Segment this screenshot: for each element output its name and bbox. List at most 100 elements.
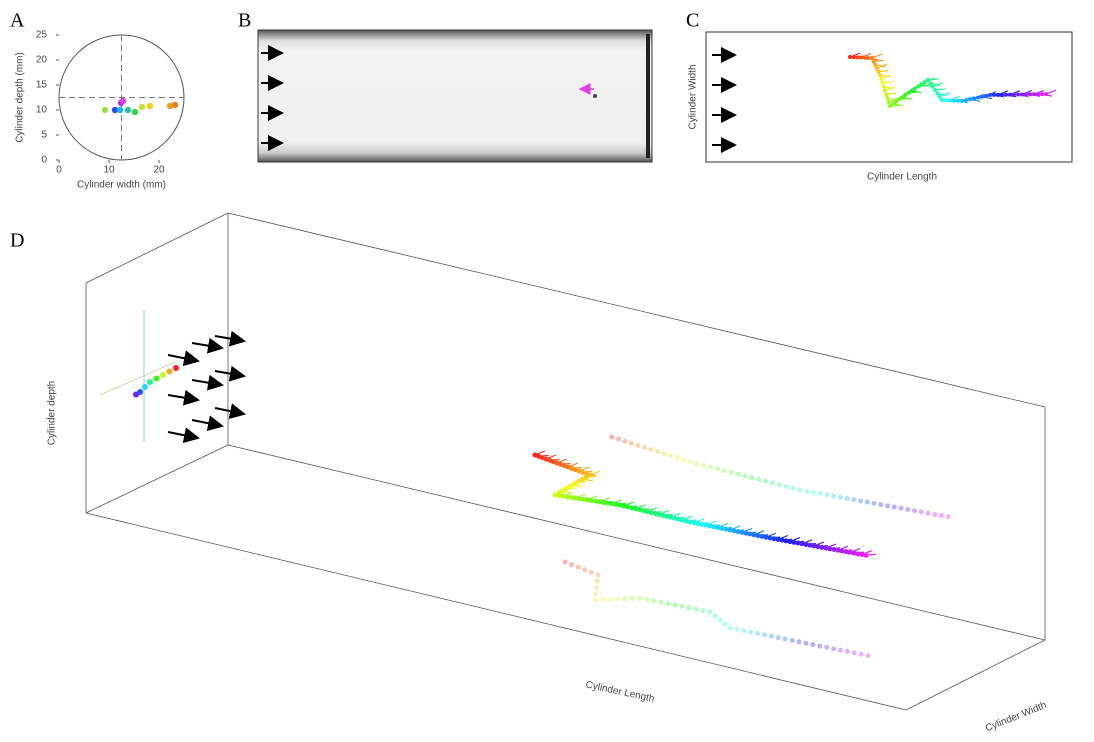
track-point xyxy=(968,97,972,102)
track-point xyxy=(952,98,956,103)
track-point xyxy=(824,644,830,650)
track-point xyxy=(582,567,588,573)
track-point xyxy=(671,515,677,521)
track-point xyxy=(568,495,574,500)
track-point xyxy=(807,542,813,548)
track-point xyxy=(719,525,725,531)
point xyxy=(131,108,139,116)
track-point xyxy=(701,463,707,468)
axis-label: Cylinder Length xyxy=(585,679,656,704)
track-point xyxy=(935,91,940,96)
track-point xyxy=(755,631,761,637)
track-point xyxy=(564,494,570,500)
x-tick-label: 20 xyxy=(153,165,165,176)
x-tick-label: 0 xyxy=(56,165,62,176)
track-point xyxy=(173,365,179,371)
point xyxy=(138,103,146,111)
track-point xyxy=(687,459,693,465)
track-point xyxy=(1020,92,1024,97)
track-point xyxy=(871,500,877,506)
track-point xyxy=(835,547,841,553)
track-point xyxy=(827,546,833,552)
track-point xyxy=(658,599,664,605)
point xyxy=(166,102,174,110)
track-point xyxy=(843,549,849,555)
track-point xyxy=(651,598,657,604)
track-point xyxy=(597,499,603,505)
track-point xyxy=(630,595,635,601)
track-point xyxy=(897,97,901,102)
track-point xyxy=(779,537,785,543)
point xyxy=(124,106,132,114)
track-point xyxy=(1004,92,1008,97)
track-point xyxy=(960,99,964,103)
track-point xyxy=(153,375,160,382)
track-point xyxy=(870,56,874,60)
track-point xyxy=(964,98,968,103)
track-point xyxy=(880,80,885,85)
track-point xyxy=(1040,92,1044,97)
track-point xyxy=(851,650,857,656)
track-point xyxy=(748,629,754,635)
track-point xyxy=(589,498,595,504)
track-point xyxy=(878,502,884,508)
panel-label: B xyxy=(238,10,251,32)
track-point xyxy=(782,636,788,642)
track-point xyxy=(768,633,774,639)
track-point xyxy=(891,504,897,510)
track-point xyxy=(585,497,590,503)
top-view-panel xyxy=(705,31,1073,163)
track-point xyxy=(884,92,889,97)
y-tick-label: 25 xyxy=(36,30,48,41)
track-point xyxy=(787,539,793,545)
track-point xyxy=(945,514,951,520)
track-point xyxy=(864,499,870,505)
track-point xyxy=(756,477,762,482)
track-point xyxy=(804,488,810,494)
track-point xyxy=(862,55,867,60)
track-point xyxy=(900,95,904,100)
track-point xyxy=(749,475,755,481)
track-point xyxy=(552,492,558,498)
track-point xyxy=(727,527,733,533)
track-point xyxy=(881,84,886,89)
track-point xyxy=(925,510,931,516)
track-point xyxy=(799,541,805,547)
track-point xyxy=(770,480,775,486)
track-point xyxy=(912,508,918,514)
track-point xyxy=(823,545,829,551)
track-point xyxy=(147,379,153,385)
track-point xyxy=(1036,92,1040,97)
track-point xyxy=(888,104,892,108)
track-point xyxy=(819,544,825,550)
track-point xyxy=(648,447,654,452)
track-point xyxy=(679,603,685,609)
track-point xyxy=(660,512,666,518)
track-point xyxy=(795,540,801,546)
track-point xyxy=(160,372,166,378)
track-point xyxy=(622,596,628,602)
track-point xyxy=(797,487,803,493)
track-point xyxy=(723,526,729,532)
track-point xyxy=(576,496,582,502)
track-point xyxy=(939,513,945,519)
track-point xyxy=(629,440,634,446)
track-point xyxy=(928,81,933,86)
track-point xyxy=(133,391,139,398)
track-point xyxy=(790,485,796,491)
track-point xyxy=(728,470,734,475)
track-point xyxy=(855,551,861,557)
track-point xyxy=(919,82,924,87)
track-point xyxy=(687,519,693,525)
photo-panel xyxy=(257,29,653,163)
track-point xyxy=(594,578,600,584)
panel-label: C xyxy=(686,10,699,32)
track-point xyxy=(831,493,837,499)
track-point xyxy=(810,642,816,648)
track-point xyxy=(665,601,671,607)
track-point xyxy=(898,505,904,511)
track-point xyxy=(640,508,646,514)
track-point xyxy=(593,591,599,597)
track-point xyxy=(592,597,598,603)
